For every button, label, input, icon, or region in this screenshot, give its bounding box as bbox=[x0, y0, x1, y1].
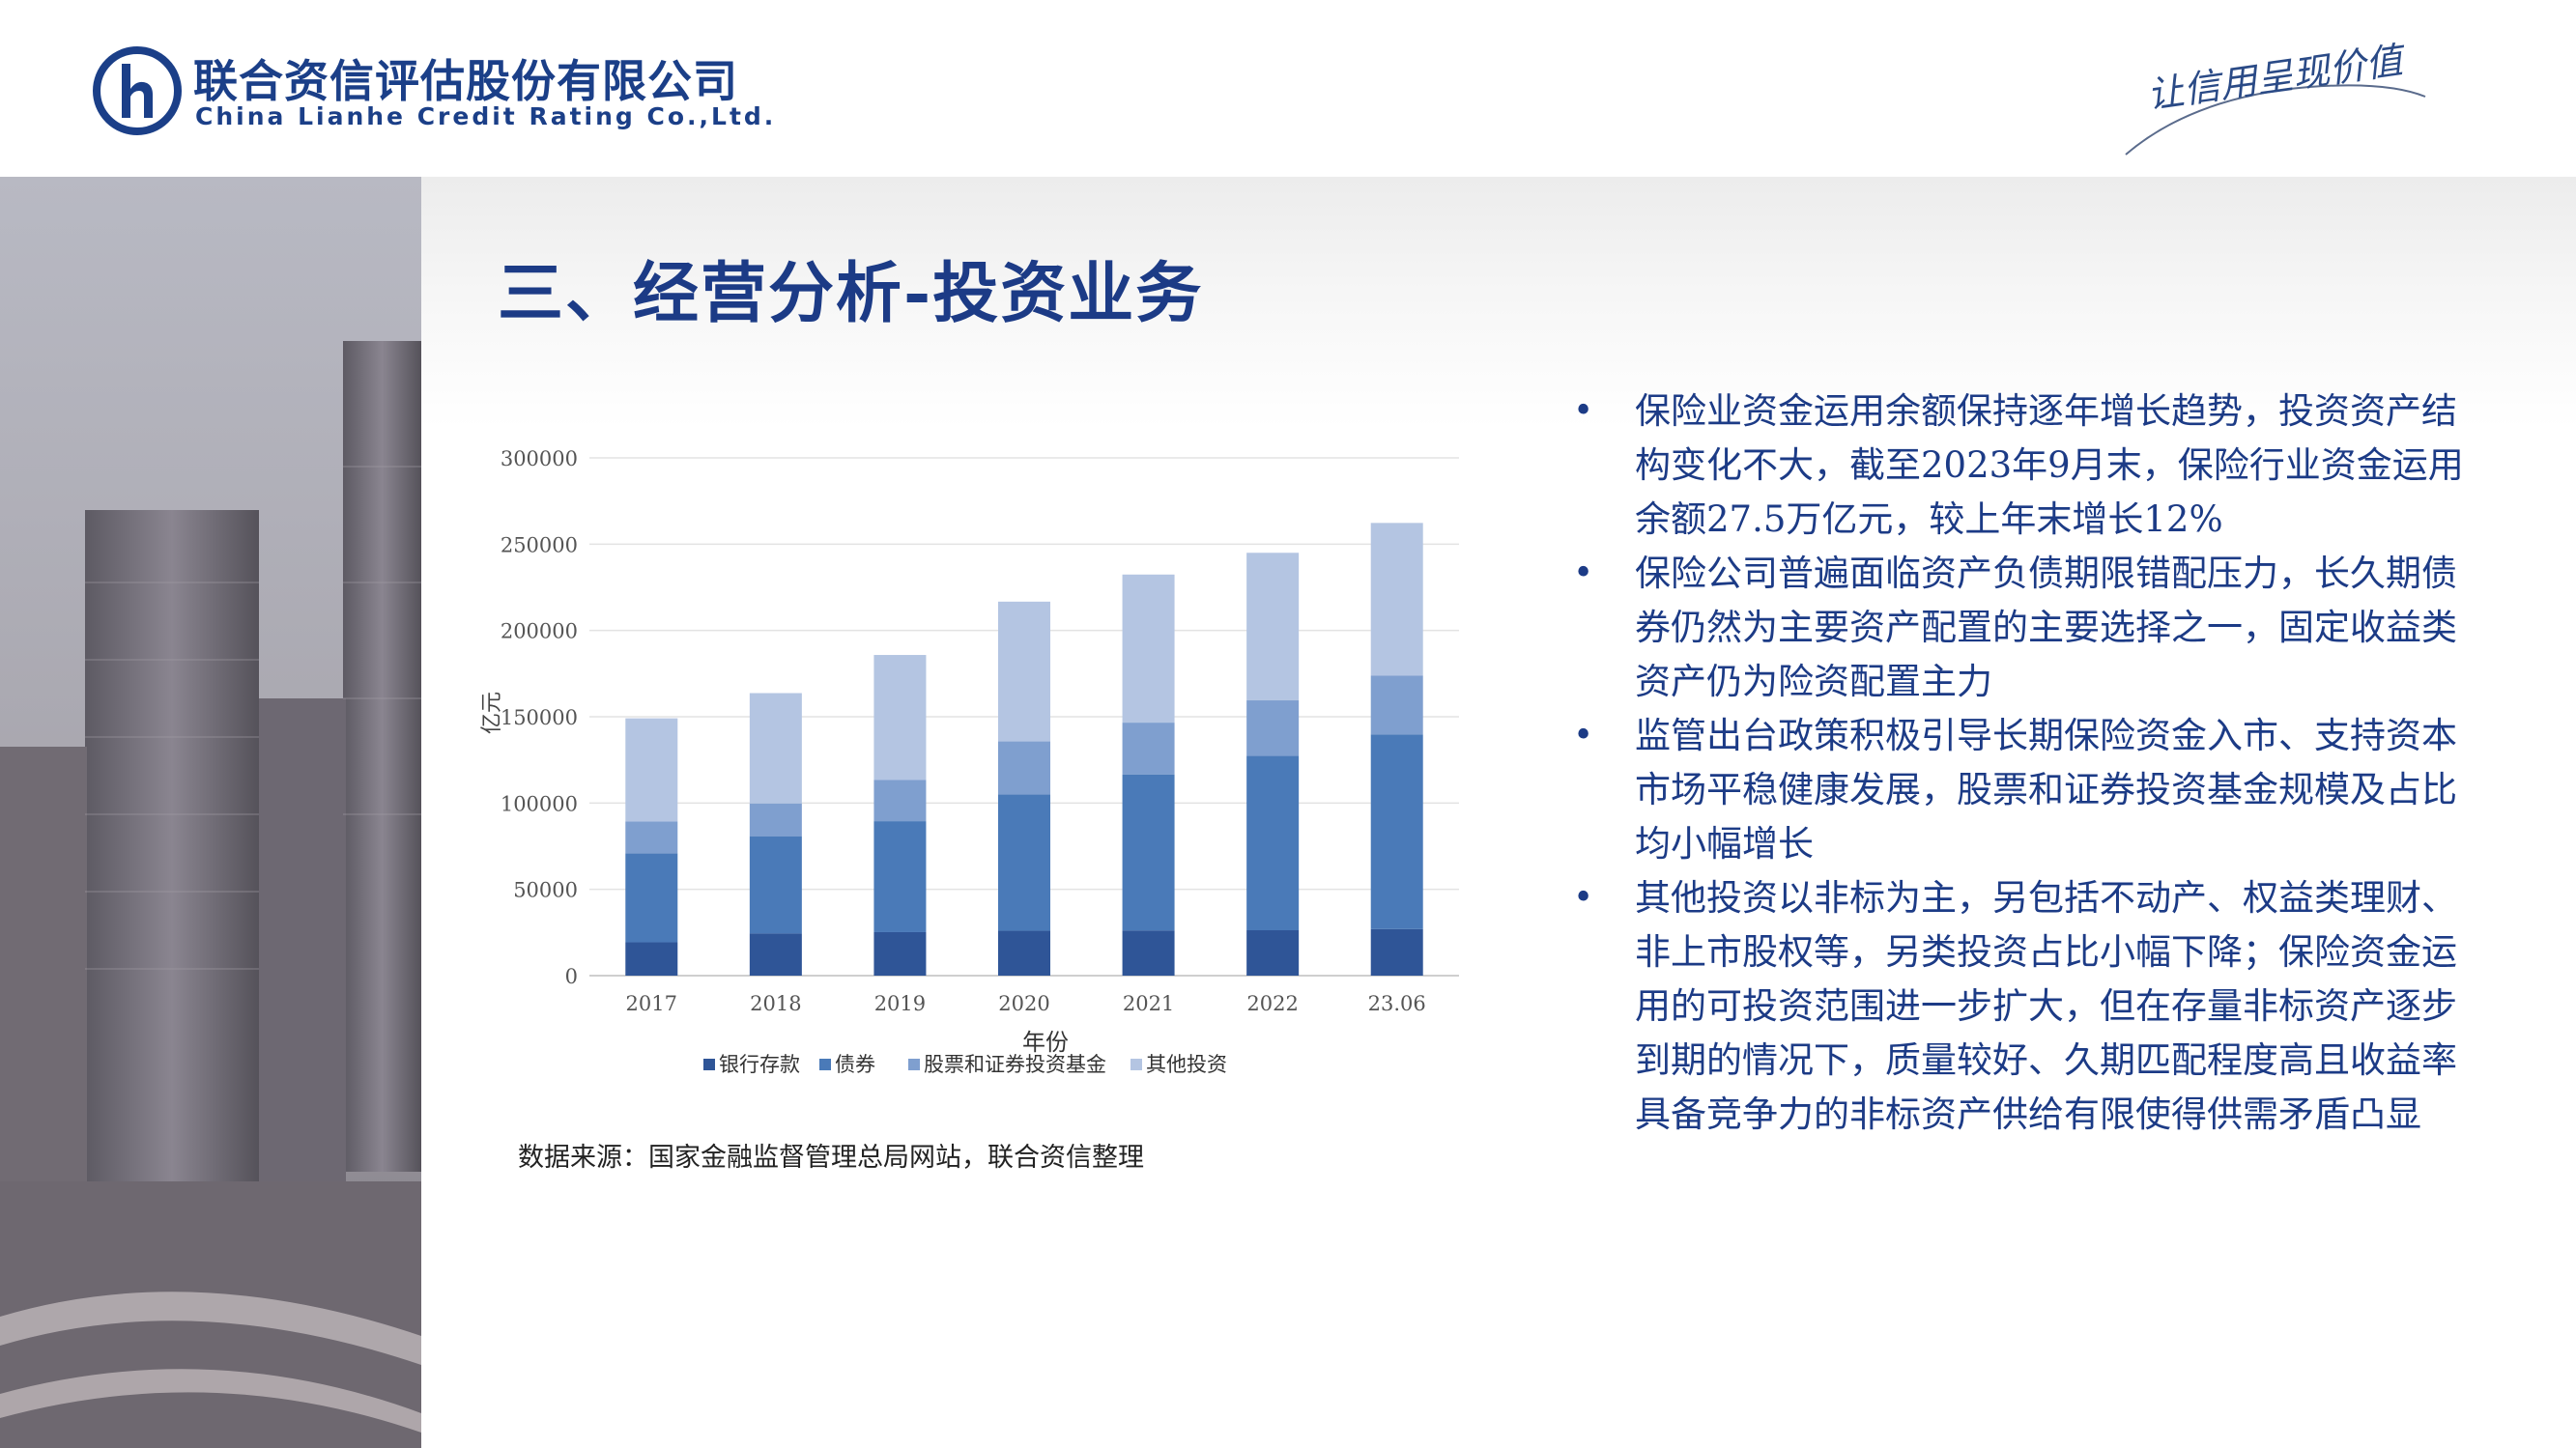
x-tick-labels: 2017 2018 2019 2020 2021 2022 23.06 bbox=[626, 992, 1426, 1015]
bar-segment bbox=[1122, 574, 1175, 724]
bullet-item: 保险公司普遍面临资产负债期限错配压力，长久期债券仍然为主要资产配置的主要选择之一… bbox=[1567, 547, 2471, 709]
bar-segment bbox=[625, 718, 678, 822]
bar-segment bbox=[1370, 675, 1423, 735]
company-name-cn: 联合资信评估股份有限公司 bbox=[193, 55, 738, 107]
bullet-item: 监管出台政策积极引导长期保险资金入市、支持资本市场平稳健康发展，股票和证券投资基… bbox=[1567, 709, 2471, 871]
legend-label: 股票和证券投资基金 bbox=[924, 1053, 1106, 1076]
header: 联合资信评估股份有限公司 China Lianhe Credit Rating … bbox=[0, 0, 2576, 177]
investment-stacked-bar-chart: 0 50000 100000 150000 200000 250000 300000 201… bbox=[473, 425, 1478, 1101]
y-tick-label: 100000 bbox=[501, 792, 578, 815]
bar-segment bbox=[1246, 930, 1300, 976]
y-axis-label: 亿元 bbox=[480, 692, 504, 734]
legend-label: 其他投资 bbox=[1146, 1053, 1227, 1076]
bar-segment bbox=[1122, 930, 1175, 976]
legend-swatch bbox=[908, 1059, 920, 1070]
y-tick-label: 150000 bbox=[501, 706, 578, 729]
company-logo-icon bbox=[93, 46, 182, 135]
bar-segment bbox=[625, 942, 678, 976]
page-title: 三、经营分析-投资业务 bbox=[498, 255, 1204, 332]
y-tick-label: 300000 bbox=[501, 447, 578, 470]
bar-segment bbox=[749, 693, 802, 804]
legend-label: 银行存款 bbox=[719, 1053, 800, 1076]
y-tick-label: 0 bbox=[565, 965, 578, 988]
bar-segment bbox=[749, 836, 802, 934]
y-tick-label: 250000 bbox=[501, 533, 578, 556]
x-tick-label: 2017 bbox=[626, 992, 677, 1015]
legend-swatch bbox=[819, 1059, 831, 1070]
bar-segment bbox=[625, 821, 678, 854]
y-tick-labels: 0 50000 100000 150000 200000 250000 300000 bbox=[501, 447, 578, 988]
bar-segment bbox=[1370, 928, 1423, 976]
legend-label: 债券 bbox=[835, 1053, 875, 1076]
x-tick-label: 2022 bbox=[1246, 992, 1298, 1015]
bar-segment bbox=[998, 930, 1050, 976]
city-skyline-photo bbox=[0, 177, 421, 1448]
slogan-swoosh-icon bbox=[2125, 84, 2426, 156]
analysis-bullet-list: 保险业资金运用余额保持逐年增长趋势，投资资产结构变化不大，截至2023年9月末，… bbox=[1567, 384, 2471, 1142]
bar-segment bbox=[749, 933, 802, 976]
x-axis-label: 年份 bbox=[1022, 1029, 1069, 1056]
bar-segment bbox=[1122, 774, 1175, 931]
bar-segment bbox=[998, 601, 1050, 742]
bar-segment bbox=[998, 794, 1050, 931]
bullet-item: 保险业资金运用余额保持逐年增长趋势，投资资产结构变化不大，截至2023年9月末，… bbox=[1567, 384, 2471, 547]
legend-swatch bbox=[703, 1059, 715, 1070]
y-tick-label: 50000 bbox=[513, 879, 578, 902]
bar-segment bbox=[1370, 734, 1423, 929]
bar-segment bbox=[1122, 723, 1175, 775]
bullet-item: 其他投资以非标为主，另包括不动产、权益类理财、非上市股权等，另类投资占比小幅下降… bbox=[1567, 871, 2471, 1142]
bar-segment bbox=[873, 931, 927, 976]
x-tick-label: 2018 bbox=[750, 992, 801, 1015]
chart-canvas: 0 50000 100000 150000 200000 250000 300000 201… bbox=[480, 447, 1459, 1076]
data-source-note: 数据来源：国家金融监督管理总局网站，联合资信整理 bbox=[518, 1143, 1144, 1173]
bar-segment bbox=[1246, 700, 1300, 756]
bar-segment bbox=[873, 821, 927, 932]
x-tick-label: 2021 bbox=[1123, 992, 1174, 1015]
company-name-en: China Lianhe Credit Rating Co.,Ltd. bbox=[195, 102, 777, 130]
legend-swatch bbox=[1131, 1059, 1142, 1070]
x-tick-label: 23.06 bbox=[1368, 992, 1426, 1015]
x-tick-label: 2019 bbox=[874, 992, 926, 1015]
bar-segment bbox=[1370, 523, 1423, 676]
bar-segment bbox=[749, 803, 802, 837]
bar-segment bbox=[873, 780, 927, 822]
bar-segment bbox=[873, 655, 927, 781]
y-tick-label: 200000 bbox=[501, 620, 578, 643]
bar-segment bbox=[1246, 755, 1300, 931]
bar-segment bbox=[998, 741, 1050, 795]
bar-segment bbox=[1246, 553, 1300, 701]
chart-legend: 银行存款 债券 股票和证券投资基金 其他投资 bbox=[703, 1053, 1227, 1076]
x-tick-label: 2020 bbox=[998, 992, 1049, 1015]
bar-segment bbox=[625, 853, 678, 943]
chart-bars bbox=[625, 523, 1423, 976]
